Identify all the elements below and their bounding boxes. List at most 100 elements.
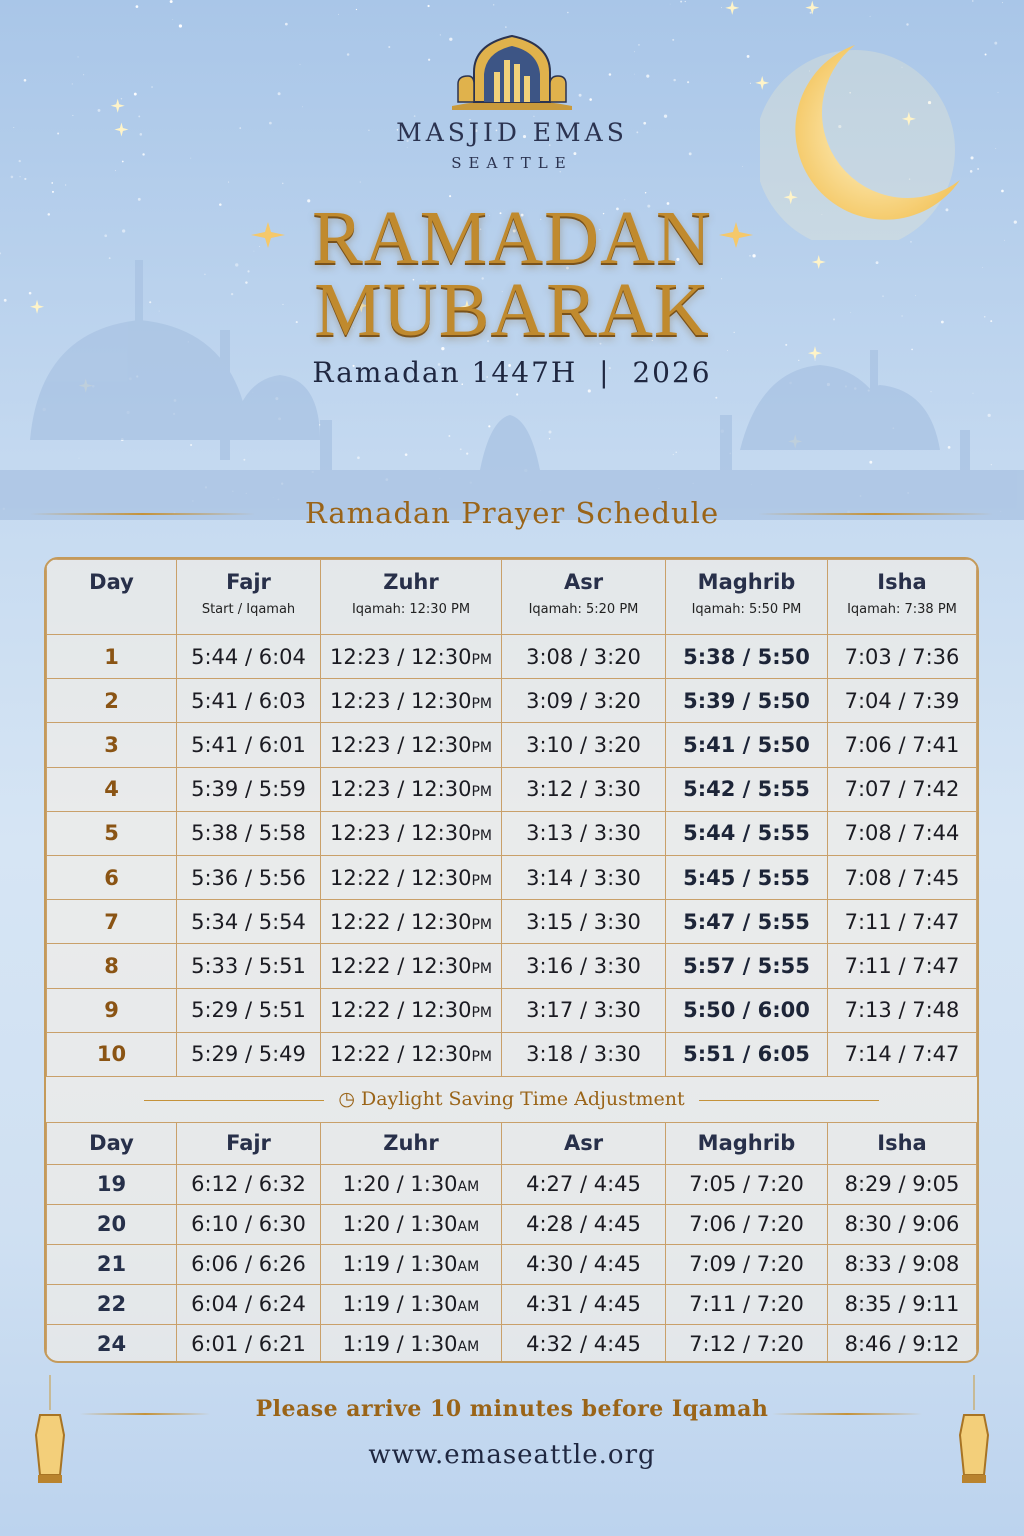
cell-asr: 3:09 / 3:20 [501, 678, 666, 724]
cell-asr: 3:12 / 3:30 [501, 766, 666, 812]
cell-day: 20 [46, 1203, 177, 1245]
website-link[interactable]: www.emaseattle.org [368, 1440, 656, 1470]
header-row: Day Fajr Zuhr Asr Maghrib Isha [46, 1121, 977, 1165]
cell-isha: 8:29 / 9:05 [827, 1163, 977, 1205]
header-day: Day [46, 559, 177, 635]
table-row: 6 5:36 / 5:56 12:22 / 12:30PM 3:14 / 3:30 5:… [46, 854, 977, 901]
mosque-skyline-silhouette [0, 260, 1024, 520]
cell-zuhr: 12:22 / 12:30PM [320, 899, 502, 945]
cell-fajr: 5:44 / 6:04 [176, 633, 321, 680]
cell-fajr: 5:39 / 5:59 [176, 766, 321, 812]
cell-fajr: 6:04 / 6:24 [176, 1283, 321, 1325]
cell-day: 4 [46, 766, 177, 812]
crescent-moon-icon [760, 45, 960, 240]
cell-zuhr: 12:22 / 12:30PM [320, 854, 502, 901]
cell-isha: 7:04 / 7:39 [827, 678, 977, 724]
table-row: 4 5:39 / 5:59 12:23 / 12:30PM 3:12 / 3:30 5:… [46, 766, 977, 812]
header-maghrib: Maghrib Iqamah: 5:50 PM [665, 559, 828, 635]
cell-maghrib: 5:38 / 5:50 [665, 633, 828, 680]
zuhr-suffix: PM [471, 1049, 492, 1066]
mosque-dome-logo [452, 34, 572, 110]
lantern-icon [958, 1375, 990, 1483]
zuhr-suffix: PM [471, 739, 492, 756]
zuhr-suffix: AM [457, 1259, 480, 1276]
cell-asr: 4:31 / 4:45 [501, 1283, 666, 1325]
cell-fajr: 5:29 / 5:51 [176, 987, 321, 1033]
table-row: 22 6:04 / 6:24 1:19 / 1:30AM 4:31 / 4:45 7:1… [46, 1283, 977, 1325]
cell-maghrib: 5:45 / 5:55 [665, 854, 828, 901]
cell-fajr: 6:12 / 6:32 [176, 1163, 321, 1205]
cell-zuhr: 1:20 / 1:30AM [320, 1163, 502, 1205]
divider [772, 1413, 922, 1415]
cell-fajr: 5:33 / 5:51 [176, 943, 321, 989]
table-row: 19 6:12 / 6:32 1:20 / 1:30AM 4:27 / 4:45 7:0… [46, 1163, 977, 1205]
cell-asr: 3:18 / 3:30 [501, 1031, 666, 1077]
cell-fajr: 5:38 / 5:58 [176, 810, 321, 856]
cell-day: 7 [46, 899, 177, 945]
header-isha: Isha [827, 1121, 977, 1165]
cell-isha: 7:06 / 7:41 [827, 722, 977, 768]
cell-asr: 3:14 / 3:30 [501, 854, 666, 901]
clock-icon: ◷ [338, 1088, 355, 1111]
cell-day: 10 [46, 1031, 177, 1077]
cell-fajr: 6:01 / 6:21 [176, 1323, 321, 1361]
prayer-schedule-table: Day Fajr Start / Iqamah Zuhr Iqamah: 12:30 P… [44, 557, 979, 1363]
header-asr-sub: Iqamah: 5:20 PM [528, 602, 639, 617]
cell-isha: 7:07 / 7:42 [827, 766, 977, 812]
org-name: MASJID EMAS [396, 118, 628, 147]
cell-maghrib: 5:50 / 6:00 [665, 987, 828, 1033]
table-row: 20 6:10 / 6:30 1:20 / 1:30AM 4:28 / 4:45 7:0… [46, 1203, 977, 1245]
cell-isha: 7:14 / 7:47 [827, 1031, 977, 1077]
cell-fajr: 6:06 / 6:26 [176, 1243, 321, 1285]
cell-zuhr: 1:19 / 1:30AM [320, 1283, 502, 1325]
cell-asr: 3:13 / 3:30 [501, 810, 666, 856]
cell-zuhr: 1:19 / 1:30AM [320, 1243, 502, 1285]
cell-maghrib: 7:05 / 7:20 [665, 1163, 828, 1205]
cell-maghrib: 5:41 / 5:50 [665, 722, 828, 768]
cell-fajr: 5:41 / 6:03 [176, 678, 321, 724]
cell-day: 6 [46, 854, 177, 901]
cell-day: 22 [46, 1283, 177, 1325]
divider [80, 1413, 210, 1415]
cell-asr: 3:17 / 3:30 [501, 987, 666, 1033]
cell-asr: 3:10 / 3:20 [501, 722, 666, 768]
cell-maghrib: 5:51 / 6:05 [665, 1031, 828, 1077]
cell-zuhr: 12:23 / 12:30PM [320, 810, 502, 856]
zuhr-suffix: AM [457, 1299, 480, 1316]
cell-day: 9 [46, 987, 177, 1033]
zuhr-suffix: PM [471, 651, 492, 668]
header-fajr: Fajr [176, 1121, 321, 1165]
cell-asr: 4:32 / 4:45 [501, 1323, 666, 1361]
header-day: Day [46, 1121, 177, 1165]
dst-banner: ◷ Daylight Saving Time Adjustment [46, 1075, 977, 1123]
table-row: 21 6:06 / 6:26 1:19 / 1:30AM 4:30 / 4:45 7:0… [46, 1243, 977, 1285]
cell-zuhr: 1:20 / 1:30AM [320, 1203, 502, 1245]
divider [758, 513, 993, 515]
section-title: Ramadan Prayer Schedule [304, 496, 720, 530]
zuhr-suffix: PM [471, 1005, 492, 1022]
cell-asr: 3:08 / 3:20 [501, 633, 666, 680]
cell-day: 3 [46, 722, 177, 768]
cell-fajr: 6:10 / 6:30 [176, 1203, 321, 1245]
cell-zuhr: 12:22 / 12:30PM [320, 943, 502, 989]
cell-asr: 3:15 / 3:30 [501, 899, 666, 945]
cell-day: 24 [46, 1323, 177, 1361]
title-line-2: MUBARAK [314, 268, 710, 352]
cell-day: 2 [46, 678, 177, 724]
header-maghrib: Maghrib [665, 1121, 828, 1165]
cell-maghrib: 7:09 / 7:20 [665, 1243, 828, 1285]
cell-isha: 7:13 / 7:48 [827, 987, 977, 1033]
dst-label: Daylight Saving Time Adjustment [360, 1088, 685, 1111]
divider [30, 513, 255, 515]
zuhr-suffix: PM [471, 695, 492, 712]
cell-isha: 7:08 / 7:45 [827, 854, 977, 901]
lantern-icon [34, 1375, 66, 1483]
cell-zuhr: 12:22 / 12:30PM [320, 1031, 502, 1077]
zuhr-suffix: AM [457, 1179, 480, 1196]
table-row: 7 5:34 / 5:54 12:22 / 12:30PM 3:15 / 3:30 5:… [46, 899, 977, 945]
zuhr-suffix: PM [471, 872, 492, 889]
cell-asr: 3:16 / 3:30 [501, 943, 666, 989]
header-zuhr: Zuhr Iqamah: 12:30 PM [320, 559, 502, 635]
header-isha-sub: Iqamah: 7:38 PM [847, 602, 957, 617]
cell-isha: 7:11 / 7:47 [827, 899, 977, 945]
